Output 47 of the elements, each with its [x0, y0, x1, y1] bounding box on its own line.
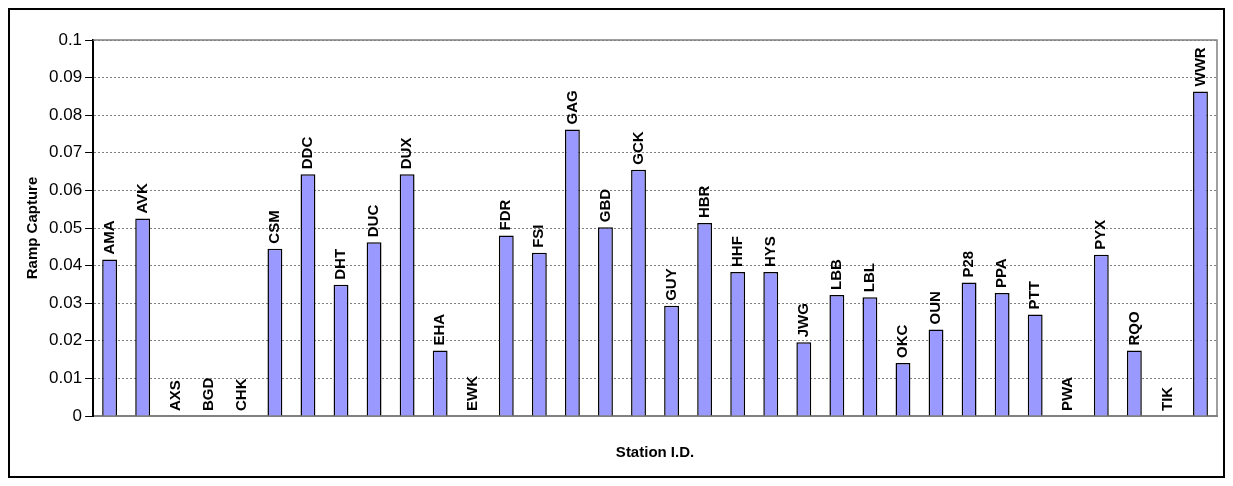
x-tick-label: FDR: [496, 199, 514, 231]
x-tick-label: PTT: [1025, 281, 1043, 310]
x-tick-label: RQO: [1124, 311, 1142, 346]
y-tick-label: 0: [72, 405, 83, 425]
y-tick-label: 0.06: [48, 180, 83, 200]
x-tick-label: HHF: [727, 236, 745, 267]
x-tick-label: PYX: [1091, 219, 1109, 250]
x-tick-label: EHA: [430, 313, 448, 346]
x-tick-label: DUC: [364, 204, 382, 238]
y-tick-label: 0.07: [48, 142, 83, 162]
x-tick-label: DHT: [331, 248, 349, 280]
x-tick-label: LBB: [826, 258, 844, 290]
x-tick-label: CSM: [265, 210, 283, 244]
x-tick-label: WWR: [1190, 47, 1208, 87]
y-tick-label: 0.04: [48, 255, 83, 275]
x-tick-label: PWA: [1058, 376, 1076, 411]
x-tick-label: GCK: [628, 131, 646, 165]
y-axis-title: Ramp Capture: [23, 176, 41, 280]
x-tick-label: PPA: [992, 258, 1010, 289]
x-tick-label: OUN: [926, 291, 944, 325]
y-tick-label: 0.03: [48, 292, 83, 312]
x-tick-label: CHK: [231, 378, 249, 411]
x-tick-label: HYS: [760, 236, 778, 267]
y-tick-label: 0.1: [58, 29, 83, 49]
y-tick-label: 0.09: [48, 67, 83, 87]
x-tick-label: DDC: [298, 136, 316, 170]
x-tick-label: JWG: [793, 303, 811, 338]
y-tick-label: 0.05: [48, 217, 83, 237]
x-tick-label: GAG: [562, 90, 580, 125]
y-tick-label: 0.08: [48, 104, 83, 124]
x-tick-label: GUY: [661, 268, 679, 301]
x-tick-label: OKC: [893, 324, 911, 358]
y-tick-label: 0.02: [48, 330, 83, 350]
x-tick-label: DUX: [397, 137, 415, 170]
x-tick-label: AMA: [99, 220, 117, 255]
x-tick-label: LBL: [860, 263, 878, 293]
x-tick-label: P28: [959, 250, 977, 278]
x-tick-label: BGD: [198, 377, 216, 411]
y-tick-label: 0.01: [48, 368, 83, 388]
x-tick-label: FSI: [529, 224, 547, 248]
x-tick-label: AVK: [132, 182, 150, 214]
x-tick-label: TIK: [1157, 386, 1175, 411]
x-tick-label: EWK: [463, 375, 481, 411]
x-axis-title: Station I.D.: [615, 443, 695, 461]
x-tick-label: HBR: [694, 185, 712, 219]
x-tick-label: GBD: [595, 188, 613, 223]
x-tick-label: AXS: [165, 380, 183, 411]
